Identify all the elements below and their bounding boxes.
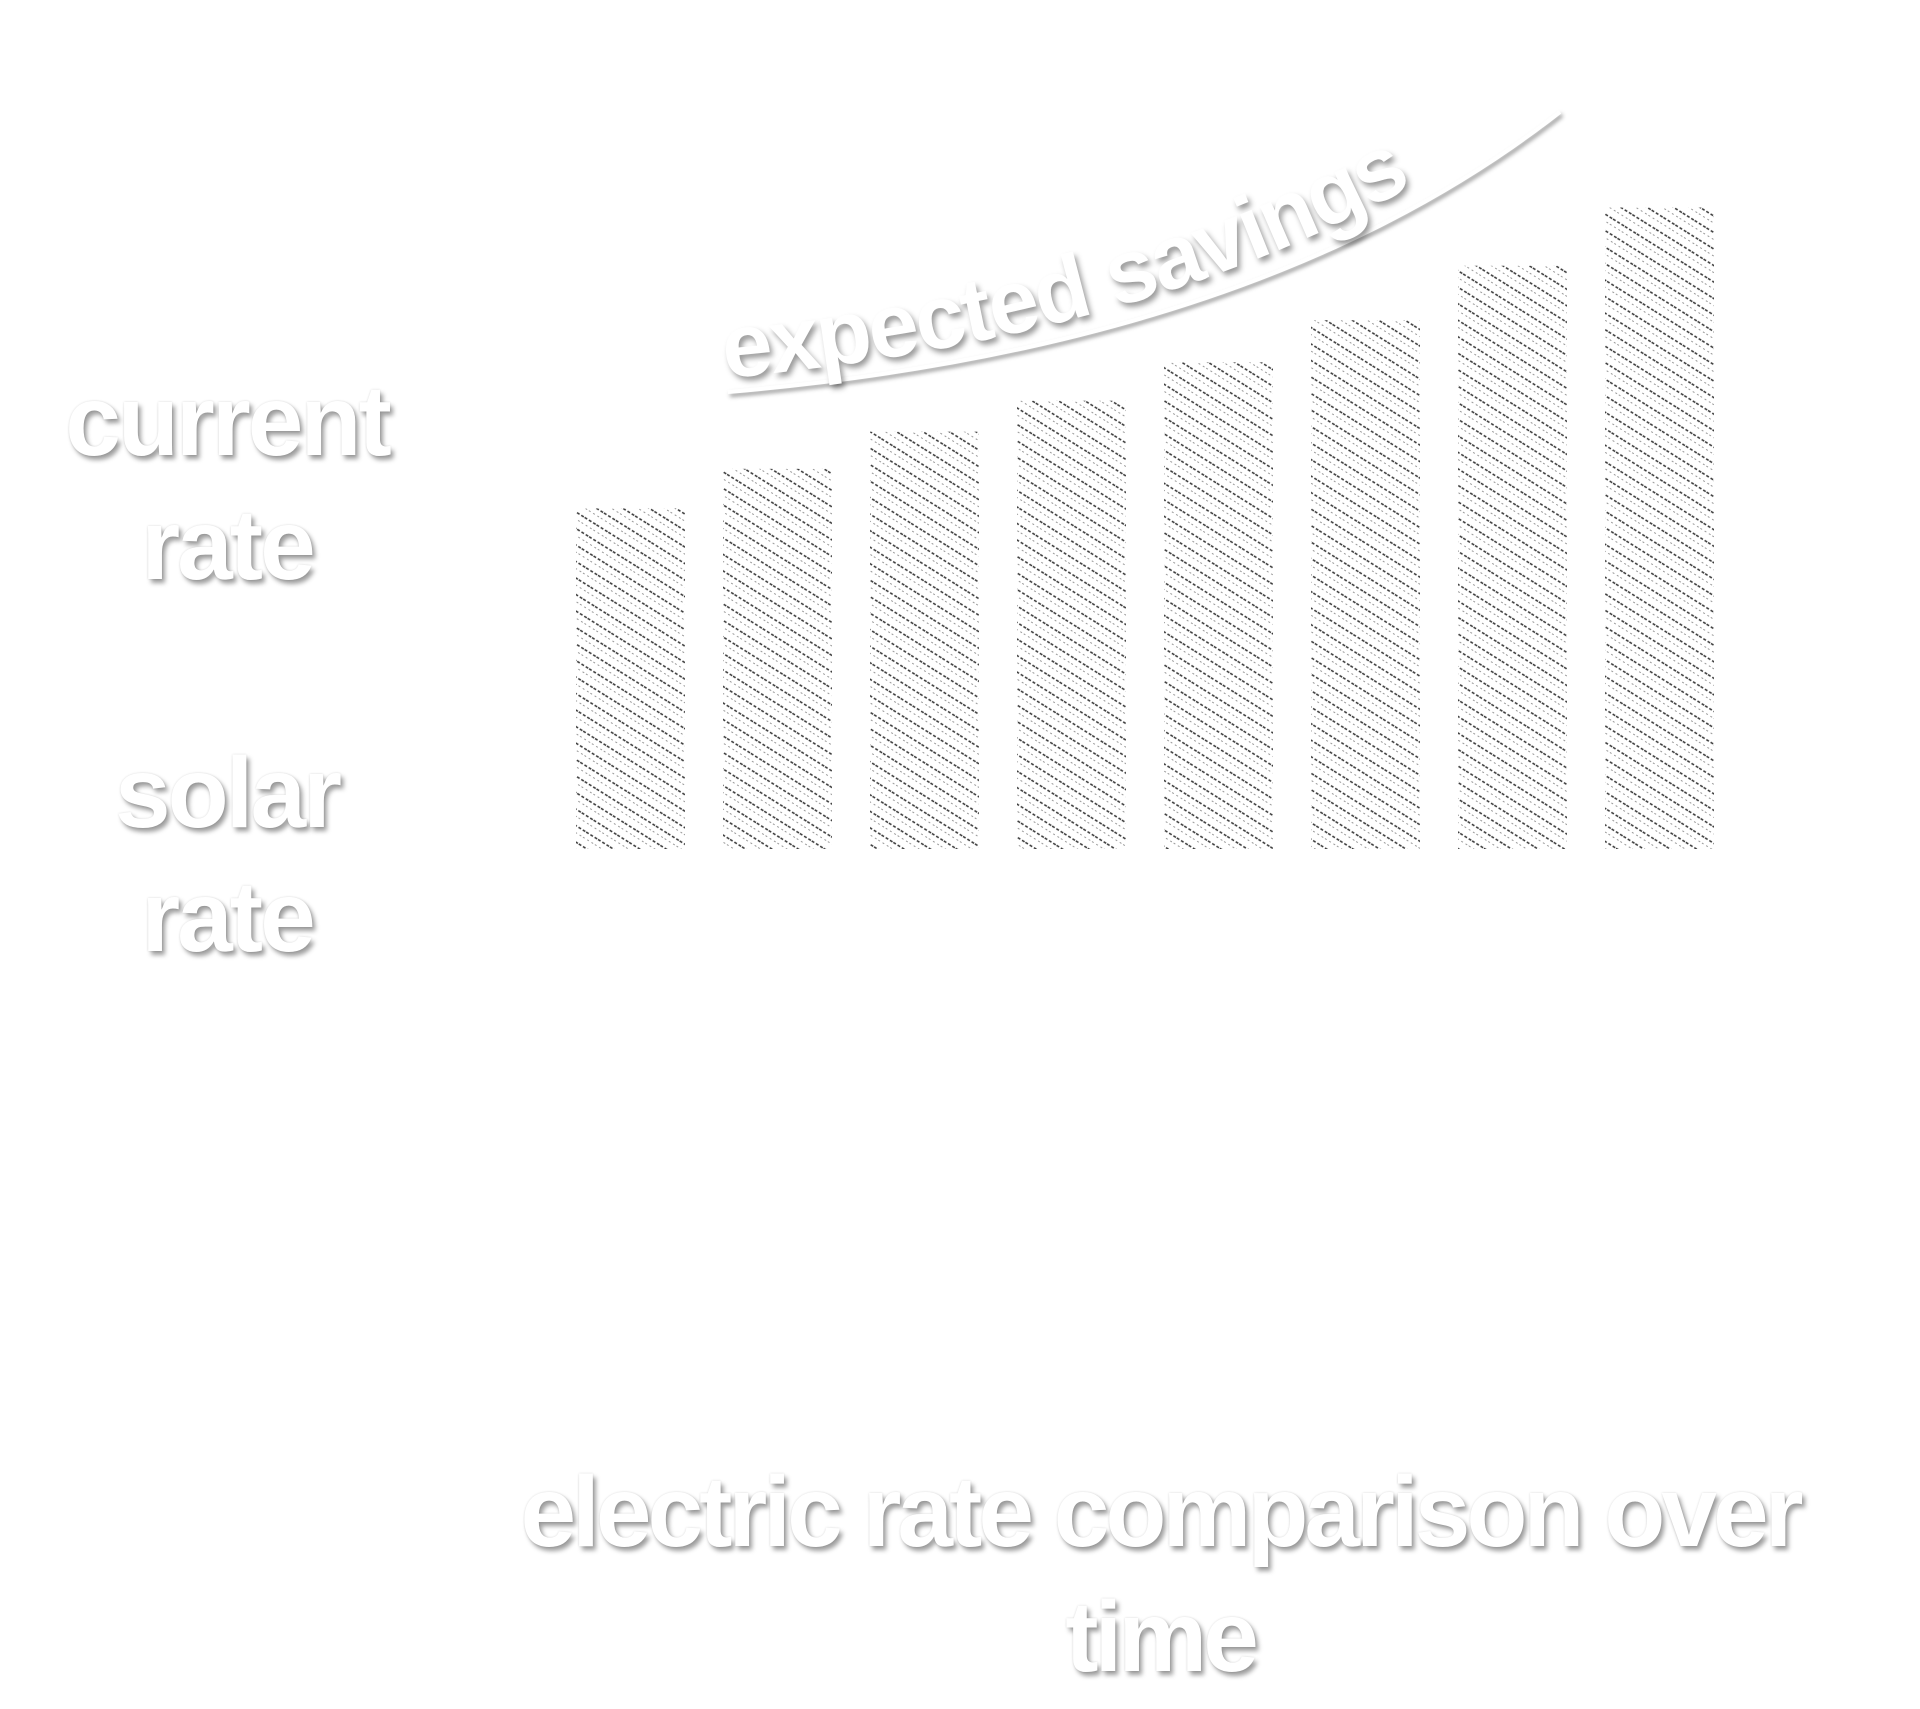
bar bbox=[1605, 207, 1714, 849]
chart-title: electric rate comparison over time bbox=[520, 1456, 1803, 1693]
current-rate-label: current rate bbox=[65, 365, 392, 601]
bar bbox=[1458, 265, 1567, 849]
bar bbox=[1164, 362, 1273, 849]
solar-rate-label: solar rate bbox=[114, 737, 342, 973]
savings-curve bbox=[727, 110, 1562, 394]
bar bbox=[576, 508, 685, 849]
bar bbox=[1311, 320, 1420, 849]
chart: expected savings bbox=[576, 110, 1714, 849]
bar bbox=[870, 431, 979, 849]
bar bbox=[723, 468, 832, 849]
bar bbox=[1017, 400, 1126, 849]
